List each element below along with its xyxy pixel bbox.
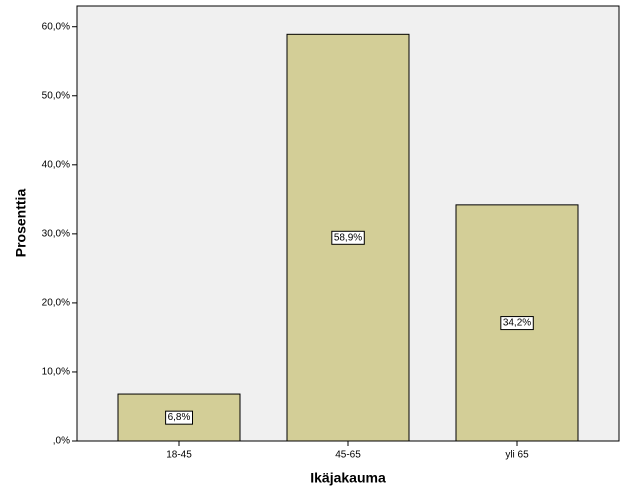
value-label: 58,9% bbox=[334, 232, 362, 243]
y-tick-label: 40,0% bbox=[42, 159, 70, 170]
value-label-box bbox=[165, 410, 194, 425]
y-tick-label: 20,0% bbox=[42, 298, 70, 309]
value-label: 6,8% bbox=[168, 412, 191, 423]
y-tick-label: ,0% bbox=[53, 436, 70, 447]
x-tick-label: yli 65 bbox=[505, 450, 529, 461]
x-axis-title: Ikäjakauma bbox=[310, 470, 386, 486]
y-tick-label: 30,0% bbox=[42, 228, 70, 239]
y-tick-label: 60,0% bbox=[42, 21, 70, 32]
value-label-box bbox=[331, 230, 365, 245]
y-tick-label: 50,0% bbox=[42, 90, 70, 101]
x-tick-label: 45-65 bbox=[335, 450, 361, 461]
value-label-box bbox=[500, 316, 534, 331]
y-axis-title: Prosenttia bbox=[13, 189, 29, 258]
value-label: 34,2% bbox=[503, 318, 531, 329]
x-tick-label: 18-45 bbox=[166, 450, 192, 461]
y-tick-label: 10,0% bbox=[42, 367, 70, 378]
